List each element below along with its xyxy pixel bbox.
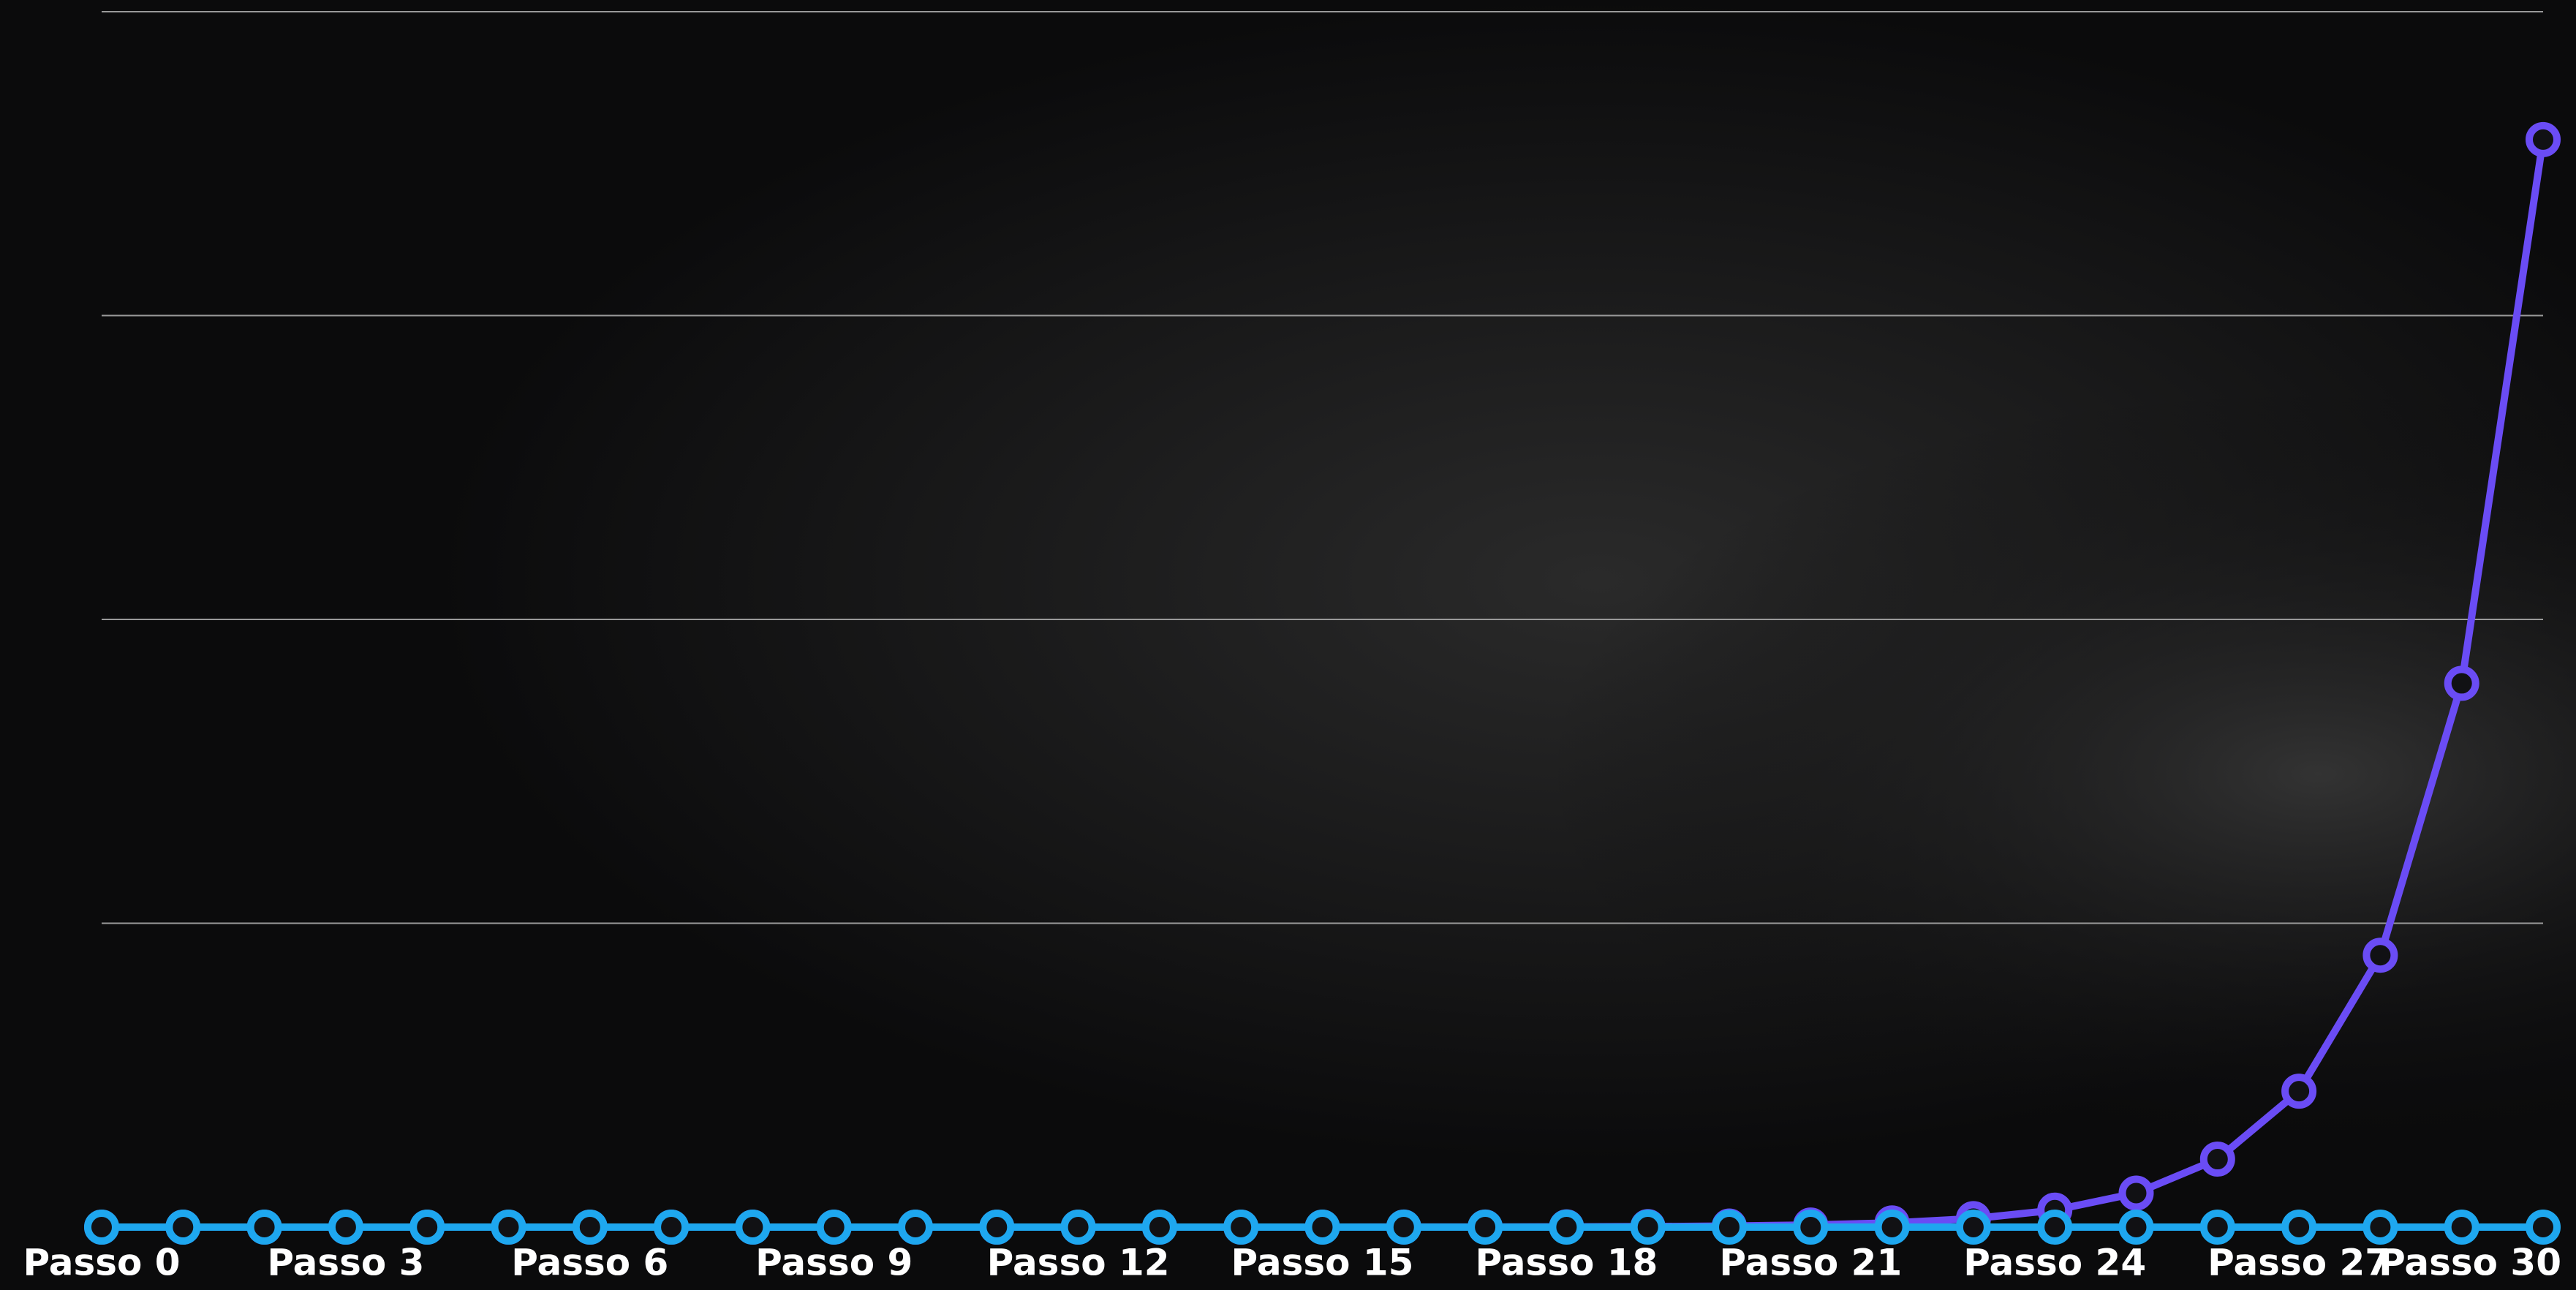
data-point	[2362, 938, 2398, 973]
x-tick-label: Passo 15	[1231, 1242, 1414, 1284]
data-point	[2281, 1210, 2317, 1245]
data-point	[2526, 1210, 2561, 1245]
data-point	[979, 1210, 1015, 1245]
data-point	[2526, 121, 2561, 157]
data-point	[1060, 1210, 1096, 1245]
data-point	[2118, 1210, 2154, 1245]
data-point	[2037, 1210, 2073, 1245]
data-point	[491, 1210, 526, 1245]
data-point	[409, 1210, 445, 1245]
data-point	[1630, 1210, 1666, 1245]
data-point	[246, 1210, 282, 1245]
x-tick-label: Passo 21	[1719, 1242, 1902, 1284]
data-point	[1141, 1210, 1177, 1245]
data-point	[1223, 1210, 1259, 1245]
x-tick-label: Passo 24	[1963, 1242, 2146, 1284]
data-point	[1793, 1210, 1829, 1245]
data-point	[1955, 1210, 1991, 1245]
data-point	[2118, 1175, 2154, 1211]
x-tick-label: Passo 12	[987, 1242, 1170, 1284]
data-point	[572, 1210, 608, 1245]
x-tick-label: Passo 9	[755, 1242, 913, 1284]
x-tick-label: Passo 27	[2207, 1242, 2390, 1284]
data-point	[2444, 1210, 2479, 1245]
x-tick-label: Passo 30	[2379, 1242, 2561, 1284]
data-point	[1304, 1210, 1340, 1245]
data-point	[165, 1210, 201, 1245]
data-point	[1874, 1210, 1910, 1245]
data-point	[1386, 1210, 1421, 1245]
data-point	[2362, 1210, 2398, 1245]
data-point	[735, 1210, 771, 1245]
data-point	[654, 1210, 690, 1245]
data-point	[898, 1210, 933, 1245]
x-tick-label: Passo 3	[267, 1242, 424, 1284]
data-point	[2444, 665, 2479, 701]
data-point	[84, 1210, 119, 1245]
data-point	[816, 1210, 852, 1245]
data-point	[328, 1210, 363, 1245]
x-tick-label: Passo 0	[23, 1242, 180, 1284]
x-tick-label: Passo 18	[1475, 1242, 1658, 1284]
data-point	[1549, 1210, 1584, 1245]
x-tick-label: Passo 6	[511, 1242, 668, 1284]
data-point	[1712, 1210, 1747, 1245]
data-point	[2199, 1142, 2235, 1177]
data-point	[2281, 1074, 2317, 1109]
data-point	[2199, 1210, 2235, 1245]
data-point	[1468, 1210, 1503, 1245]
